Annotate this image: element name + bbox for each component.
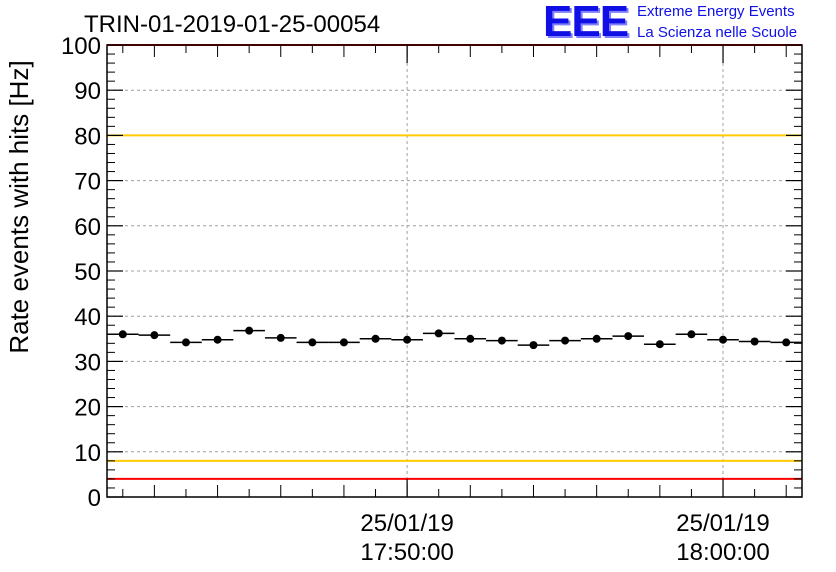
y-tick-label: 0 [88,485,101,512]
reference-lines [107,44,802,480]
y-tick-label: 40 [74,304,101,331]
data-point [276,333,285,342]
data-point [750,337,759,346]
data-point [561,336,570,345]
data-point [403,335,412,344]
data-point [339,338,348,347]
data-point [118,330,127,339]
x-tick-label-date: 25/01/19 [676,510,769,537]
data-point [150,331,159,340]
logo-line-2: La Scienza nelle Scuole [637,24,798,41]
data-point [719,335,728,344]
chart-title: TRIN-01-2019-01-25-00054 [84,11,381,38]
data-point [466,334,475,343]
y-tick-label: 30 [74,349,101,376]
data-point [308,338,317,347]
y-tick-label: 60 [74,214,101,241]
data-point [592,334,601,343]
x-tick-label-time: 18:00:00 [676,539,769,566]
y-tick-label: 20 [74,395,101,422]
data-point [687,330,696,339]
logo-line-1: Extreme Energy Events [637,3,795,20]
data-point [434,329,443,338]
y-tick-label: 10 [74,440,101,467]
data-point [371,334,380,343]
y-axis-label: Rate events with hits [Hz] [4,60,34,353]
data-point [782,338,791,347]
data-point [529,341,538,350]
data-point [213,335,222,344]
x-tick-label-time: 17:50:00 [360,539,453,566]
x-tick-label-date: 25/01/19 [360,510,453,537]
y-tick-label: 70 [74,169,101,196]
axes: 010203040506070809010025/01/1917:50:0025… [61,33,803,566]
y-tick-label: 100 [61,33,101,60]
y-tick-label: 80 [74,123,101,150]
y-tick-label: 90 [74,78,101,105]
y-tick-label: 50 [74,259,101,286]
grid-lines [107,45,802,497]
data-points [107,326,802,350]
data-point [624,332,633,341]
eee-logo: EEE [543,0,629,46]
data-point [245,326,254,335]
data-point [497,336,506,345]
data-point [181,338,190,347]
data-point [655,340,664,349]
